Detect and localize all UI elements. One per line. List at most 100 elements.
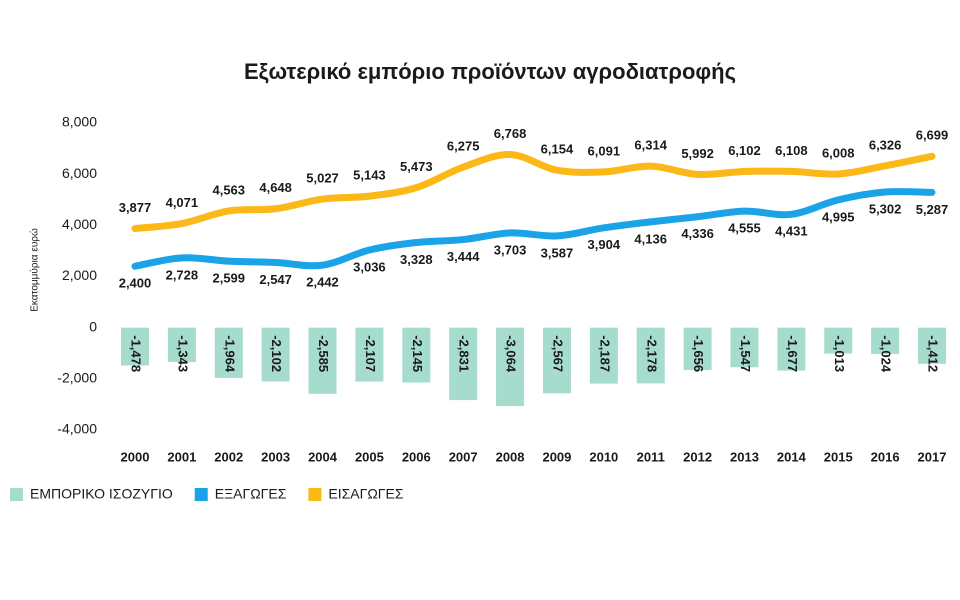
bar-value-label: -1,547 [738, 335, 753, 372]
line-value-label: 6,091 [588, 143, 621, 158]
line-value-label: 5,027 [306, 170, 339, 185]
line-value-label: 3,877 [119, 200, 152, 215]
x-tick-label: 2003 [261, 449, 290, 464]
legend-swatch [10, 488, 23, 501]
line-value-label: 3,904 [588, 237, 621, 252]
x-tick-label: 2015 [824, 449, 853, 464]
x-tick-label: 2008 [496, 449, 525, 464]
x-tick-label: 2001 [167, 449, 196, 464]
line-value-label: 6,108 [775, 143, 808, 158]
bar-value-label: -1,013 [832, 335, 847, 372]
line-value-label: 5,992 [681, 146, 714, 161]
line-value-label: 3,036 [353, 259, 386, 274]
bar-value-label: -1,024 [879, 335, 894, 373]
y-axis-label: Εκατομμύρια ευρώ [29, 228, 41, 312]
x-tick-label: 2007 [449, 449, 478, 464]
line-value-label: 6,699 [916, 128, 949, 143]
y-tick-label: -2,000 [57, 370, 97, 386]
bar [402, 327, 431, 383]
x-tick-label: 2014 [777, 449, 807, 464]
line-value-label: 3,328 [400, 252, 433, 267]
line-value-label: 6,314 [634, 138, 667, 153]
line-value-label: 2,400 [119, 276, 152, 291]
x-tick-label: 2016 [871, 449, 900, 464]
legend-label: ΕΞΑΓΩΓΕΣ [215, 486, 287, 502]
bar [683, 327, 712, 371]
line-value-label: 6,275 [447, 139, 480, 154]
bar [730, 327, 759, 368]
line-value-label: 3,703 [494, 242, 527, 257]
line-value-label: 4,136 [634, 231, 667, 246]
bar [214, 327, 243, 378]
bar-value-label: -2,145 [410, 335, 425, 372]
bar [871, 327, 900, 354]
line-value-label: 6,154 [541, 142, 574, 157]
bar-value-label: -2,831 [457, 335, 472, 372]
bar-value-label: -1,412 [926, 335, 941, 372]
bar [542, 327, 571, 394]
bar-value-label: -3,064 [504, 335, 519, 373]
line-value-label: 4,563 [212, 182, 245, 197]
line-value-label: 3,444 [447, 249, 480, 264]
bar [636, 327, 665, 384]
bar [449, 327, 478, 401]
y-tick-label: 6,000 [62, 165, 97, 181]
bar [496, 327, 525, 407]
legend-label: ΕΜΠΟΡΙΚΟ ΙΣΟΖΥΓΙΟ [30, 486, 173, 502]
x-tick-label: 2012 [683, 449, 712, 464]
line-value-label: 4,336 [681, 226, 714, 241]
bar-value-label: -1,656 [691, 335, 706, 372]
bar-value-label: -2,102 [269, 335, 284, 372]
line-value-label: 5,473 [400, 159, 433, 174]
x-tick-label: 2011 [637, 449, 665, 464]
x-tick-label: 2002 [214, 449, 243, 464]
line-value-label: 3,587 [541, 245, 574, 260]
line-value-label: 2,442 [306, 275, 339, 290]
y-tick-label: 8,000 [62, 114, 97, 130]
line-value-label: 6,008 [822, 145, 855, 160]
line-value-label: 4,555 [728, 221, 761, 236]
x-tick-label: 2013 [730, 449, 759, 464]
line [131, 188, 936, 270]
line-value-label: 6,768 [494, 126, 527, 141]
y-tick-label: 0 [89, 318, 97, 334]
bar [308, 327, 337, 394]
y-tick-label: -4,000 [57, 421, 97, 437]
x-tick-label: 2000 [121, 449, 150, 464]
line-value-label: 6,326 [869, 137, 902, 152]
x-tick-label: 2017 [918, 449, 947, 464]
bar-value-label: -2,178 [644, 335, 659, 372]
bar [355, 327, 384, 382]
x-tick-label: 2006 [402, 449, 431, 464]
bar-value-label: -2,107 [363, 335, 378, 372]
line-value-label: 5,143 [353, 168, 386, 183]
line-value-label: 5,287 [916, 202, 949, 217]
bar [167, 327, 196, 363]
bar [261, 327, 290, 382]
line-value-label: 4,431 [775, 224, 808, 239]
chart-title: Εξωτερικό εμπόριο προϊόντων αγροδιατροφή… [244, 59, 736, 84]
bar [121, 327, 149, 366]
legend-swatch [194, 488, 208, 501]
bar-value-label: -1,343 [175, 335, 190, 372]
line [131, 151, 936, 232]
bar [589, 327, 618, 384]
line-value-label: 6,102 [728, 143, 761, 158]
bar-value-label: -2,585 [316, 335, 331, 372]
x-tick-label: 2004 [308, 449, 338, 464]
legend-label: ΕΙΣΑΓΩΓΕΣ [328, 486, 403, 502]
bar-value-label: -1,677 [785, 335, 800, 372]
bar-value-label: -2,567 [551, 335, 566, 372]
bar [824, 327, 853, 354]
line-value-label: 2,728 [166, 267, 199, 282]
line-value-label: 2,547 [259, 272, 292, 287]
bar-value-label: -1,478 [129, 335, 144, 372]
line-value-label: 4,995 [822, 209, 855, 224]
x-tick-label: 2005 [355, 449, 384, 464]
bar-value-label: -2,187 [597, 335, 612, 372]
x-tick-label: 2009 [542, 449, 571, 464]
line-value-label: 4,648 [259, 180, 292, 195]
y-tick-label: 2,000 [62, 267, 97, 283]
bar [918, 327, 946, 364]
x-tick-label: 2010 [589, 449, 618, 464]
